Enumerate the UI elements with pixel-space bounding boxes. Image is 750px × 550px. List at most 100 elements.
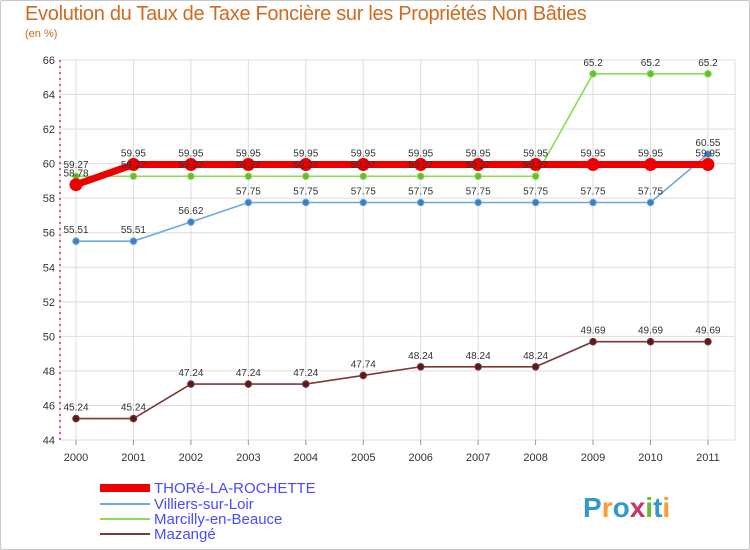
data-label: 47.24	[236, 368, 261, 379]
y-tick-label: 46	[43, 400, 55, 412]
data-label: 55.51	[121, 225, 146, 236]
series-line-marcilly-en-beauce	[76, 73, 708, 178]
data-label: 59.95	[178, 149, 203, 160]
data-label: 59.95	[293, 149, 318, 160]
data-point	[704, 337, 712, 346]
data-label: 60.55	[695, 138, 720, 149]
data-label: 55.51	[63, 225, 88, 236]
data-point	[359, 371, 368, 380]
data-point	[416, 362, 425, 371]
data-label: 47.24	[293, 368, 318, 379]
data-label: 57.75	[408, 187, 433, 198]
data-point	[244, 172, 253, 181]
data-point	[704, 150, 712, 158]
data-point	[359, 172, 368, 181]
y-tick-label: 54	[43, 262, 55, 274]
data-point	[241, 158, 255, 171]
data-label: 65.2	[698, 58, 718, 69]
data-point	[529, 158, 543, 171]
data-point	[302, 172, 310, 181]
data-point	[244, 198, 253, 207]
y-tick-label: 58	[43, 193, 55, 205]
data-point	[701, 158, 715, 171]
legend-label: Mazangé	[154, 526, 216, 543]
series-line-mazang-	[76, 340, 708, 420]
data-labels: 45.24 45.24 47.24 47.24 47.24 47.74 48.24 48.24…	[63, 58, 720, 414]
x-tick-label: 2004	[294, 452, 318, 464]
data-point	[471, 158, 485, 171]
data-label: 59.95	[408, 149, 433, 160]
data-point	[531, 198, 540, 207]
x-tick-label: 2007	[466, 452, 490, 464]
logo-letter: o	[613, 492, 630, 523]
y-tick-label: 48	[43, 366, 55, 378]
data-point	[187, 218, 195, 226]
data-point	[244, 380, 253, 388]
data-label: 65.2	[641, 58, 661, 69]
data-point	[299, 158, 313, 171]
legend-label: Villiers-sur-Loir	[154, 496, 254, 513]
logo-letter: P	[583, 492, 602, 523]
x-tick-label: 2003	[236, 452, 260, 464]
data-label: 49.69	[638, 326, 663, 337]
proxiti-logo: Proxiti	[583, 492, 670, 523]
data-point	[586, 158, 600, 171]
series-line-thore-la-rochette	[74, 161, 708, 189]
data-label: 58.78	[63, 169, 88, 180]
data-label: 59.95	[121, 149, 146, 160]
data-point	[416, 172, 425, 181]
data-label: 59.27	[351, 160, 376, 171]
data-point	[129, 237, 138, 245]
data-label: 59.27	[121, 160, 146, 171]
data-point	[69, 178, 83, 192]
data-point	[474, 198, 482, 207]
data-label: 59.27	[523, 160, 548, 171]
series-line-villiers-sur-loir	[76, 153, 709, 242]
data-point	[646, 70, 655, 78]
data-point	[644, 158, 657, 171]
y-tick-label: 66	[43, 55, 55, 67]
data-label: 59.95	[581, 149, 606, 160]
data-point	[356, 158, 370, 171]
plot-area	[59, 59, 736, 441]
data-point	[416, 198, 425, 207]
data-point	[72, 237, 80, 245]
data-point	[474, 362, 482, 371]
data-label: 65.2	[583, 58, 603, 69]
y-tick-label: 52	[43, 297, 55, 309]
data-label: 59.27	[408, 160, 433, 171]
logo-letter: t	[653, 492, 662, 523]
data-label: 57.75	[523, 187, 548, 198]
data-label: 59.95	[351, 149, 376, 160]
data-point	[129, 414, 138, 423]
data-label: 47.74	[351, 359, 376, 370]
data-label: 57.75	[581, 187, 606, 198]
y-tick-label: 50	[43, 331, 55, 343]
data-label: 56.62	[178, 206, 203, 217]
chart-title: Evolution du Taux de Taxe Foncière sur l…	[25, 3, 587, 25]
data-label: 59.27	[466, 160, 491, 171]
data-point	[531, 362, 540, 371]
data-label: 59.27	[236, 160, 261, 171]
y-tick-label: 56	[43, 228, 55, 240]
y-tick-label: 44	[43, 435, 55, 447]
data-label: 57.75	[236, 187, 261, 198]
data-label: 59.27	[293, 160, 318, 171]
data-point	[72, 414, 80, 423]
data-label: 49.69	[695, 326, 720, 337]
legend: THORé-LA-ROCHETTEVilliers-sur-LoirMarcil…	[100, 480, 316, 543]
data-label: 59.95	[638, 149, 663, 160]
data-point	[646, 337, 655, 346]
axes: 44 46 48 50 52 54 56 58 60 62 64 66 2000 2001 2002 2003…	[43, 55, 720, 464]
data-label: 59.95	[695, 149, 720, 160]
data-point	[302, 198, 310, 207]
data-label: 57.75	[351, 187, 376, 198]
logo-letter: i	[662, 492, 670, 523]
data-label: 48.24	[466, 351, 491, 362]
data-label: 59.95	[466, 149, 491, 160]
legend-label: THORé-LA-ROCHETTE	[154, 480, 316, 497]
x-tick-label: 2008	[523, 452, 547, 464]
data-label: 59.95	[523, 149, 548, 160]
data-point	[646, 198, 655, 207]
